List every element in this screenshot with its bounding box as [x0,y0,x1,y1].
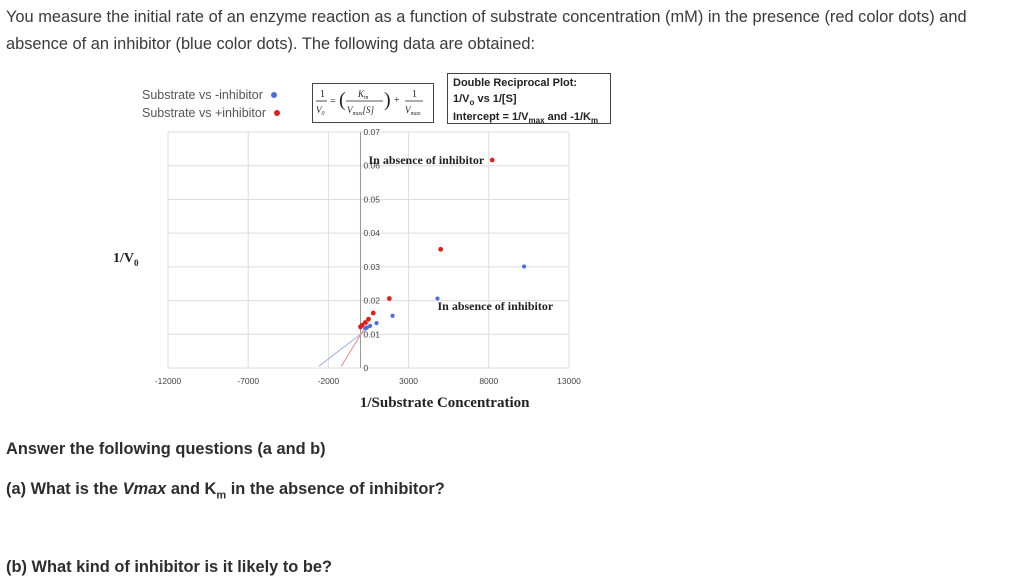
x-tick-label: -12000 [155,376,182,386]
eq-one: 1 [412,89,417,100]
x-tick-label: 3000 [399,376,418,386]
data-point-red [358,324,363,330]
data-point-red [366,316,371,322]
x-tick-label: -2000 [318,376,340,386]
x-tick-label: 8000 [479,376,498,386]
data-point-blue [390,313,395,318]
legend-dot-blue [270,92,277,98]
eq-plus: + [394,95,400,106]
y-tick-label: 0.03 [363,262,380,272]
x-axis-label: 1/Substrate Concentration [360,395,530,411]
data-point-blue [521,264,527,269]
data-point-blue [435,296,440,301]
svg-text:(: ( [339,89,346,111]
eq-km: Km [357,89,369,101]
y-tick-label: 0 [363,363,368,373]
svg-text:=: = [330,96,336,107]
data-point-red [362,320,368,325]
annotation-dot-red [489,157,495,163]
legend-item-blue: Substrate vs -inhibitor [142,86,280,104]
data-point-red [386,296,392,301]
x-tick-label: 13000 [557,376,581,386]
chart-annotation: In absence of inhibitor [369,153,485,167]
dbl-title: Double Reciprocal Plot: [453,77,578,89]
eq-lhs-den: V0 [316,105,325,117]
question-intro: You measure the initial rate of an enzym… [6,8,967,53]
legend-label-blue: Substrate vs -inhibitor [142,88,263,102]
y-tick-label: 0.05 [363,194,380,204]
y-axis-label: 1/V0 [113,251,139,268]
legend-item-red: Substrate vs +inhibitor [142,104,281,122]
y-tick-label: 0.06 [363,161,380,171]
chart-legend: Substrate vs -inhibitor Substrate vs +in… [142,86,281,122]
data-point-blue [374,321,379,326]
question-part-b: (b) What kind of inhibitor is it likely … [6,558,332,576]
dbl-line2: 1/Vo vs 1/[S] [453,92,517,107]
data-point-red [370,310,376,316]
dbl-line3: Intercept = 1/Vmax and -1/Km [453,111,599,126]
eq-vmax: Vmax [405,105,421,117]
data-point-blue [368,323,373,328]
lineweaver-burk-equation: 1 V0 = ( Km Vmax[S] ) + 1 Vmax [312,83,434,123]
y-tick-label: 0.07 [363,127,380,137]
legend-dot-red [274,110,281,116]
svg-text:): ) [384,89,391,111]
legend-label-red: Substrate vs +inhibitor [142,106,267,120]
chart-annotation: In absence of inhibitor [437,299,553,313]
question-part-a: (a) What is the Vmax and Km in the absen… [6,480,445,502]
x-tick-label: -7000 [237,376,259,386]
y-tick-label: 0.02 [363,296,380,306]
data-point-red [438,246,444,252]
double-reciprocal-note: Double Reciprocal Plot: 1/Vo vs 1/[S] In… [447,73,611,125]
y-tick-label: 0.01 [363,329,380,339]
answer-prompt: Answer the following questions (a and b) [6,440,326,458]
data-point-blue [363,326,368,331]
eq-lhs-num: 1 [320,89,325,100]
y-tick-label: 0.04 [363,228,380,238]
eq-vmax-s: Vmax[S] [347,105,375,117]
